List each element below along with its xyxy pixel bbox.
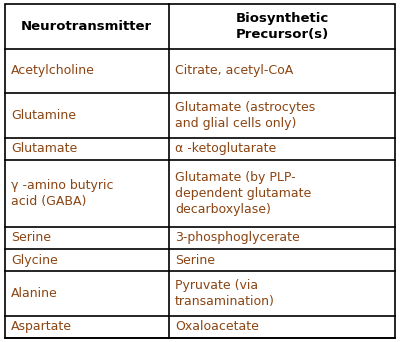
- Text: Serine: Serine: [11, 231, 51, 244]
- Text: Citrate, acetyl-CoA: Citrate, acetyl-CoA: [175, 64, 293, 77]
- Text: Aspartate: Aspartate: [11, 320, 72, 333]
- Text: 3-phosphoglycerate: 3-phosphoglycerate: [175, 231, 300, 244]
- Text: Acetylcholine: Acetylcholine: [11, 64, 95, 77]
- Text: α -ketoglutarate: α -ketoglutarate: [175, 142, 276, 155]
- Text: Biosynthetic
Precursor(s): Biosynthetic Precursor(s): [235, 12, 329, 41]
- Text: Glycine: Glycine: [11, 253, 58, 266]
- Text: Alanine: Alanine: [11, 287, 58, 300]
- Text: Glutamate (by PLP-
dependent glutamate
decarboxylase): Glutamate (by PLP- dependent glutamate d…: [175, 171, 311, 216]
- Text: Serine: Serine: [175, 253, 215, 266]
- Text: Glutamine: Glutamine: [11, 109, 76, 122]
- Text: Oxaloacetate: Oxaloacetate: [175, 320, 259, 333]
- Text: Glutamate (astrocytes
and glial cells only): Glutamate (astrocytes and glial cells on…: [175, 101, 315, 130]
- Text: Glutamate: Glutamate: [11, 142, 77, 155]
- Text: Neurotransmitter: Neurotransmitter: [21, 20, 152, 33]
- Text: Pyruvate (via
transamination): Pyruvate (via transamination): [175, 279, 275, 308]
- Text: γ -amino butyric
acid (GABA): γ -amino butyric acid (GABA): [11, 179, 113, 208]
